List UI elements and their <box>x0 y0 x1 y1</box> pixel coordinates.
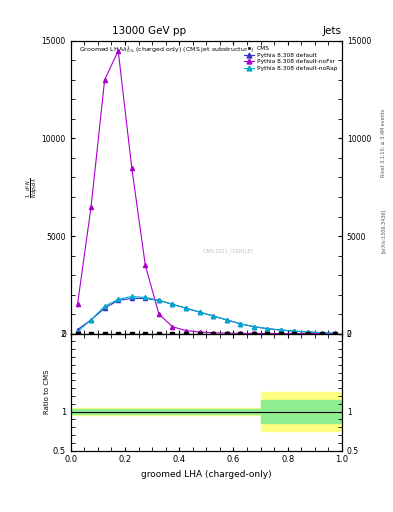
Pythia 8.308 default-noFsr <box>143 262 148 268</box>
Pythia 8.308 default <box>265 326 270 332</box>
CMS <box>75 330 80 336</box>
Pythia 8.308 default-noRap <box>75 329 80 335</box>
Pythia 8.308 default-noFsr <box>75 301 80 307</box>
Pythia 8.308 default <box>292 328 297 334</box>
Pythia 8.308 default <box>89 317 94 323</box>
Pythia 8.308 default-noFsr <box>279 330 283 336</box>
Pythia 8.308 default <box>252 324 256 330</box>
Pythia 8.308 default <box>333 330 338 336</box>
Pythia 8.308 default <box>116 297 121 304</box>
Pythia 8.308 default-noFsr <box>197 329 202 335</box>
CMS <box>143 330 148 336</box>
CMS <box>306 330 310 336</box>
Pythia 8.308 default-noFsr <box>252 330 256 336</box>
Pythia 8.308 default-noRap <box>116 296 121 303</box>
CMS <box>292 330 297 336</box>
Pythia 8.308 default-noRap <box>333 330 338 336</box>
CMS <box>102 330 107 336</box>
Pythia 8.308 default-noFsr <box>306 330 310 336</box>
Pythia 8.308 default-noRap <box>292 328 297 334</box>
Pythia 8.308 default-noRap <box>306 329 310 335</box>
Pythia 8.308 default <box>102 305 107 311</box>
Pythia 8.308 default <box>306 329 310 335</box>
Pythia 8.308 default-noRap <box>89 317 94 323</box>
Pythia 8.308 default-noRap <box>102 303 107 309</box>
Pythia 8.308 default-noRap <box>129 293 134 300</box>
Pythia 8.308 default <box>184 305 188 311</box>
Text: Jets: Jets <box>323 26 342 36</box>
Line: CMS: CMS <box>75 331 337 335</box>
Text: Groomed LHA$\lambda^{1}_{0.5}$ (charged only) (CMS jet substructure): Groomed LHA$\lambda^{1}_{0.5}$ (charged … <box>79 44 254 55</box>
Pythia 8.308 default-noFsr <box>238 330 242 336</box>
Pythia 8.308 default-noRap <box>238 321 242 327</box>
Pythia 8.308 default-noRap <box>252 324 256 330</box>
Y-axis label: Ratio to CMS: Ratio to CMS <box>44 370 50 414</box>
Pythia 8.308 default <box>319 330 324 336</box>
CMS <box>184 330 188 336</box>
Pythia 8.308 default-noFsr <box>89 204 94 210</box>
Pythia 8.308 default-noFsr <box>170 324 175 330</box>
CMS <box>170 330 175 336</box>
CMS <box>333 330 338 336</box>
CMS <box>116 330 121 336</box>
Pythia 8.308 default-noFsr <box>211 330 215 336</box>
Line: Pythia 8.308 default-noFsr: Pythia 8.308 default-noFsr <box>75 49 337 335</box>
Pythia 8.308 default-noRap <box>279 327 283 333</box>
CMS <box>224 330 229 336</box>
Text: Rivet 3.1.10, ≥ 3.4M events: Rivet 3.1.10, ≥ 3.4M events <box>381 109 386 178</box>
CMS <box>129 330 134 336</box>
Text: 13000 GeV pp: 13000 GeV pp <box>112 26 186 36</box>
CMS <box>265 330 270 336</box>
Pythia 8.308 default <box>143 295 148 302</box>
Pythia 8.308 default <box>129 295 134 302</box>
Pythia 8.308 default <box>211 313 215 319</box>
Pythia 8.308 default-noRap <box>156 297 161 304</box>
Line: Pythia 8.308 default: Pythia 8.308 default <box>75 296 337 335</box>
Pythia 8.308 default-noRap <box>184 305 188 311</box>
Pythia 8.308 default <box>279 327 283 333</box>
Pythia 8.308 default-noFsr <box>102 77 107 83</box>
CMS <box>238 330 242 336</box>
Text: CMS 2021_I1920187: CMS 2021_I1920187 <box>203 249 253 254</box>
Pythia 8.308 default-noFsr <box>184 328 188 334</box>
Pythia 8.308 default-noFsr <box>156 311 161 317</box>
Text: $\frac{1}{N}\frac{d^2N}{dp_T d\lambda}$: $\frac{1}{N}\frac{d^2N}{dp_T d\lambda}$ <box>25 177 41 198</box>
Pythia 8.308 default-noFsr <box>333 330 338 336</box>
CMS <box>156 330 161 336</box>
Pythia 8.308 default <box>156 297 161 304</box>
Pythia 8.308 default <box>197 309 202 315</box>
CMS <box>252 330 256 336</box>
Pythia 8.308 default-noFsr <box>319 330 324 336</box>
Pythia 8.308 default-noRap <box>319 330 324 336</box>
Pythia 8.308 default <box>170 301 175 307</box>
Pythia 8.308 default-noRap <box>265 326 270 332</box>
Pythia 8.308 default <box>224 317 229 323</box>
Pythia 8.308 default-noFsr <box>116 48 121 54</box>
Pythia 8.308 default-noRap <box>170 301 175 307</box>
Pythia 8.308 default <box>75 327 80 333</box>
Line: Pythia 8.308 default-noRap: Pythia 8.308 default-noRap <box>75 294 337 335</box>
Pythia 8.308 default-noRap <box>224 317 229 323</box>
Pythia 8.308 default-noFsr <box>265 330 270 336</box>
CMS <box>279 330 283 336</box>
CMS <box>211 330 215 336</box>
Pythia 8.308 default-noRap <box>143 294 148 301</box>
CMS <box>197 330 202 336</box>
Pythia 8.308 default-noRap <box>197 309 202 315</box>
Pythia 8.308 default-noFsr <box>292 330 297 336</box>
CMS <box>89 330 94 336</box>
Pythia 8.308 default-noRap <box>211 313 215 319</box>
Text: [arXiv:1306.3436]: [arXiv:1306.3436] <box>381 208 386 252</box>
X-axis label: groomed LHA (charged-only): groomed LHA (charged-only) <box>141 470 272 479</box>
CMS <box>319 330 324 336</box>
Pythia 8.308 default-noFsr <box>224 330 229 336</box>
Legend: CMS, Pythia 8.308 default, Pythia 8.308 default-noFsr, Pythia 8.308 default-noRa: CMS, Pythia 8.308 default, Pythia 8.308 … <box>242 44 339 73</box>
Pythia 8.308 default <box>238 321 242 327</box>
Pythia 8.308 default-noFsr <box>129 165 134 171</box>
